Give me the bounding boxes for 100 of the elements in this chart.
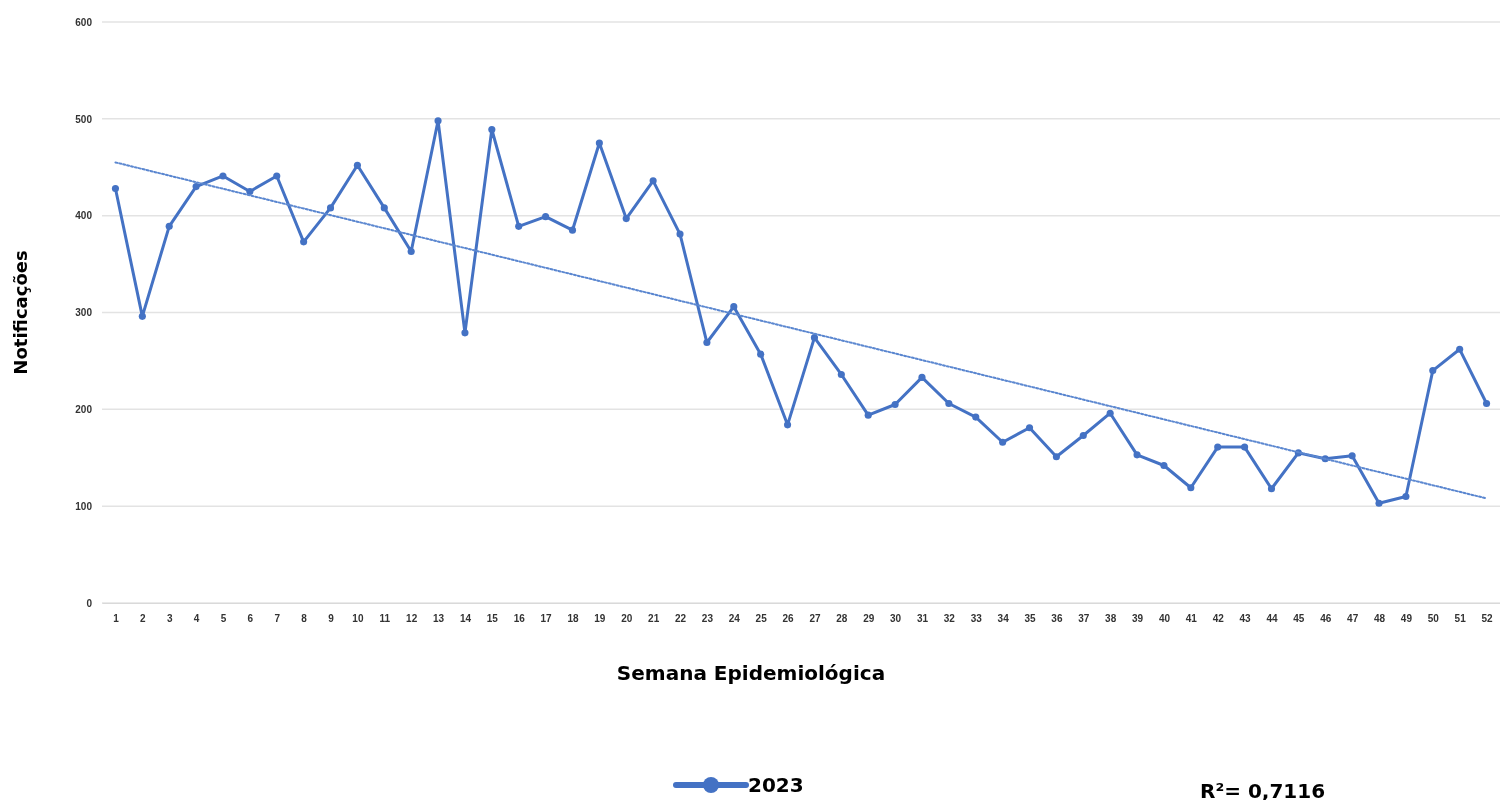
point	[111, 184, 120, 193]
x-tick-label: 9	[328, 613, 335, 625]
x-tick-label: 27	[809, 613, 821, 625]
point	[380, 204, 388, 212]
x-tick-label: 48	[1373, 613, 1386, 625]
point	[273, 172, 281, 180]
point	[219, 172, 227, 180]
point	[1214, 443, 1222, 451]
x-tick-label: 47	[1347, 613, 1359, 625]
legend-label: 2023	[748, 773, 804, 797]
x-tick-label: 3	[166, 613, 173, 625]
point	[1348, 452, 1356, 460]
x-tick-label: 29	[863, 613, 875, 625]
y-tick-label: 100	[75, 500, 93, 512]
x-tick-label: 22	[674, 613, 687, 625]
point	[1375, 499, 1383, 507]
x-tick-label: 11	[379, 613, 391, 625]
x-tick-label: 33	[970, 613, 983, 625]
point	[246, 187, 254, 196]
point	[165, 222, 173, 230]
x-tick-label: 21	[648, 613, 660, 625]
x-tick-label: 41	[1185, 613, 1198, 625]
y-tick-label: 0	[86, 597, 93, 609]
x-tick-label: 2	[140, 613, 147, 625]
point	[757, 350, 765, 358]
point	[676, 230, 684, 238]
y-tick-label: 300	[75, 307, 93, 319]
point	[891, 400, 899, 409]
x-tick-label: 40	[1158, 613, 1171, 625]
x-tick-label: 1	[113, 613, 120, 625]
x-tick-label: 32	[943, 613, 956, 625]
point	[1187, 484, 1195, 492]
x-tick-label: 4	[193, 613, 200, 625]
y-tick-label: 200	[75, 404, 93, 416]
point	[434, 117, 442, 125]
point	[999, 438, 1007, 446]
point	[515, 222, 523, 230]
point	[703, 338, 711, 347]
x-tick-label: 49	[1400, 613, 1413, 625]
x-tick-label: 28	[836, 613, 848, 625]
x-tick-label: 20	[621, 613, 633, 625]
x-tick-label: 6	[247, 613, 254, 625]
x-tick-label: 17	[540, 613, 553, 625]
point	[918, 373, 926, 381]
x-tick-label: 34	[997, 613, 1010, 625]
x-tick-label: 8	[301, 613, 308, 625]
x-tick-label: 25	[755, 613, 768, 625]
x-tick-label: 50	[1427, 613, 1440, 625]
point	[1429, 367, 1437, 375]
x-tick-label: 24	[728, 613, 741, 625]
point	[542, 213, 550, 221]
point	[1456, 345, 1464, 353]
x-tick-label: 26	[782, 613, 795, 625]
point	[1025, 424, 1034, 432]
y-tick-label: 400	[75, 210, 93, 222]
x-axis-title: Semana Epidemiológica	[616, 661, 886, 685]
point	[1160, 461, 1168, 470]
point	[595, 139, 603, 147]
text: R²= 0,7116	[1200, 779, 1326, 800]
x-tick-label: 42	[1212, 613, 1225, 625]
x-tick-label: 38	[1105, 613, 1117, 625]
point	[810, 334, 819, 342]
x-tick-label: 15	[486, 613, 499, 625]
point	[1052, 453, 1060, 461]
x-tick-label: 12	[406, 613, 418, 625]
x-tick-label: 23	[701, 613, 714, 625]
x-tick-label: 13	[433, 613, 445, 625]
x-tick-label: 30	[890, 613, 902, 625]
x-tick-label: 36	[1051, 613, 1063, 625]
point	[1133, 451, 1141, 459]
x-tick-label: 44	[1266, 613, 1278, 625]
x-tick-label: 10	[352, 613, 364, 625]
x-tick-label: 43	[1239, 613, 1252, 625]
point	[837, 370, 845, 379]
point	[945, 399, 953, 408]
x-tick-label: 52	[1481, 613, 1494, 625]
y-tick-label: 600	[75, 16, 93, 28]
point	[1079, 431, 1087, 440]
x-tick-label: 37	[1078, 613, 1090, 625]
point	[192, 183, 200, 191]
point	[783, 421, 792, 429]
x-tick-label: 19	[594, 613, 606, 625]
x-tick-label: 14	[459, 613, 472, 625]
point	[972, 413, 980, 421]
point	[461, 329, 469, 337]
point	[353, 161, 361, 169]
point	[1482, 399, 1491, 408]
x-tick-label: 35	[1024, 613, 1037, 625]
y-axis-title: Notificações	[10, 250, 31, 375]
x-tick-label: 18	[567, 613, 579, 625]
x-tick-label: 39	[1132, 613, 1144, 625]
y-tick-label: 500	[75, 113, 93, 125]
point	[568, 226, 577, 234]
point	[326, 204, 335, 212]
point	[1241, 443, 1249, 451]
point	[488, 125, 496, 134]
x-tick-label: 5	[220, 613, 227, 625]
x-tick-label: 51	[1454, 613, 1467, 625]
x-tick-label: 31	[916, 613, 929, 625]
point	[1267, 485, 1276, 493]
